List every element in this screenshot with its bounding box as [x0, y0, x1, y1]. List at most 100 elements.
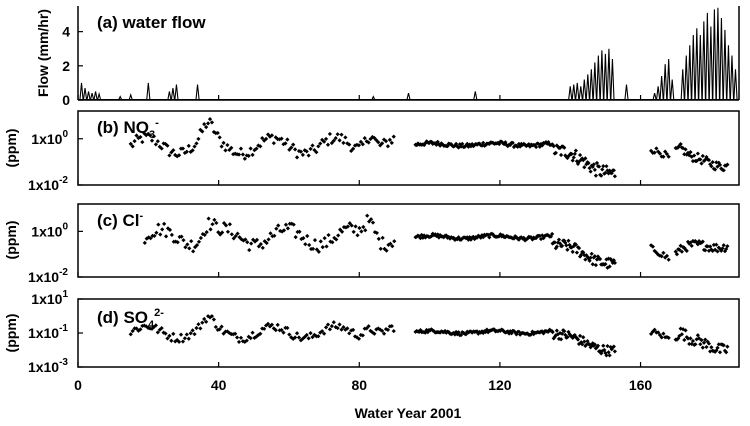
data-point-d	[716, 342, 721, 347]
data-point-c	[384, 248, 389, 253]
panel-c-cl-series	[142, 213, 730, 270]
data-point-c	[566, 238, 571, 243]
data-point-c	[455, 237, 460, 242]
data-point-b	[565, 155, 570, 161]
data-point-b	[374, 138, 379, 143]
flow-spike	[96, 91, 102, 101]
data-point-b	[460, 141, 465, 147]
x-axis-label: Water Year 2001	[355, 405, 462, 421]
data-point-b	[345, 141, 350, 146]
flow-spike	[406, 93, 411, 101]
data-point-c	[525, 236, 530, 241]
data-point-b	[445, 144, 450, 149]
data-point-c	[187, 246, 192, 251]
data-point-c	[724, 246, 729, 252]
data-point-b	[455, 144, 460, 149]
data-point-d	[722, 348, 728, 353]
data-point-d	[699, 338, 704, 343]
data-point-d	[700, 345, 705, 350]
panel-c-x-ticks	[77, 272, 642, 277]
data-point-c	[212, 217, 217, 222]
data-point-b	[132, 139, 137, 144]
data-point-b	[322, 139, 327, 144]
panel-a-title: (a) water flow	[97, 13, 206, 32]
data-point-d	[374, 327, 379, 332]
data-point-c	[550, 231, 555, 237]
data-point-c	[208, 227, 213, 232]
data-point-b	[573, 148, 578, 153]
data-point-b	[719, 166, 724, 171]
data-point-b	[236, 152, 242, 157]
data-point-b	[612, 174, 617, 179]
data-point-b	[180, 146, 186, 151]
data-point-b	[354, 142, 360, 148]
data-point-d	[337, 322, 342, 327]
data-point-c	[585, 254, 590, 259]
flow-spike	[684, 55, 689, 101]
data-point-d	[277, 328, 282, 333]
data-point-b	[327, 131, 333, 137]
data-point-d	[682, 337, 687, 343]
data-point-c	[278, 228, 283, 234]
data-point-d	[562, 329, 567, 334]
data-point-b	[604, 164, 609, 169]
data-point-c	[429, 234, 434, 239]
data-point-d	[555, 332, 561, 337]
data-point-b	[362, 135, 367, 141]
data-point-b	[429, 139, 434, 144]
data-point-d	[296, 335, 302, 340]
data-point-c	[374, 230, 379, 236]
data-point-c	[163, 234, 169, 239]
data-point-c	[722, 249, 728, 254]
data-point-d	[188, 331, 193, 336]
data-point-c	[194, 242, 200, 248]
data-point-b	[318, 141, 323, 146]
data-point-c	[312, 237, 318, 243]
data-point-b	[294, 155, 300, 160]
data-point-d	[209, 314, 215, 319]
data-point-d	[205, 314, 211, 319]
data-point-c	[301, 236, 306, 241]
data-point-c	[700, 239, 705, 244]
data-point-d	[240, 339, 245, 344]
data-point-c	[435, 232, 440, 237]
data-point-b	[190, 148, 195, 153]
data-point-b	[229, 145, 234, 150]
flow-spike	[691, 35, 696, 101]
panel-b-frame	[77, 110, 740, 186]
data-point-b	[594, 160, 600, 166]
data-point-b	[601, 164, 606, 169]
data-point-c	[274, 226, 279, 231]
data-point-b	[582, 165, 587, 170]
data-point-b	[287, 147, 292, 152]
data-point-b	[260, 136, 265, 141]
data-point-b	[333, 136, 338, 141]
data-point-b	[534, 144, 539, 150]
data-point-b	[603, 170, 608, 176]
data-point-c	[560, 243, 565, 248]
data-point-c	[330, 240, 335, 245]
data-point-b	[596, 164, 602, 169]
data-point-c	[708, 244, 713, 249]
data-point-b	[495, 140, 501, 145]
data-point-b	[458, 144, 464, 149]
data-point-b	[256, 143, 261, 148]
data-point-b	[572, 151, 577, 156]
data-point-c	[593, 263, 599, 268]
data-point-b	[316, 144, 321, 149]
data-point-b	[370, 134, 375, 140]
data-point-c	[562, 238, 567, 243]
data-point-c	[659, 254, 664, 259]
data-point-c	[556, 237, 562, 242]
data-point-b	[360, 142, 365, 147]
data-point-b	[500, 141, 506, 146]
data-point-b	[540, 143, 545, 148]
data-point-c	[711, 242, 716, 247]
data-point-b	[470, 141, 475, 147]
data-point-d	[175, 337, 180, 343]
data-point-d	[391, 328, 396, 334]
data-point-c	[185, 242, 190, 247]
data-point-c	[220, 230, 225, 235]
data-point-b	[128, 141, 133, 146]
data-point-d	[153, 323, 158, 328]
